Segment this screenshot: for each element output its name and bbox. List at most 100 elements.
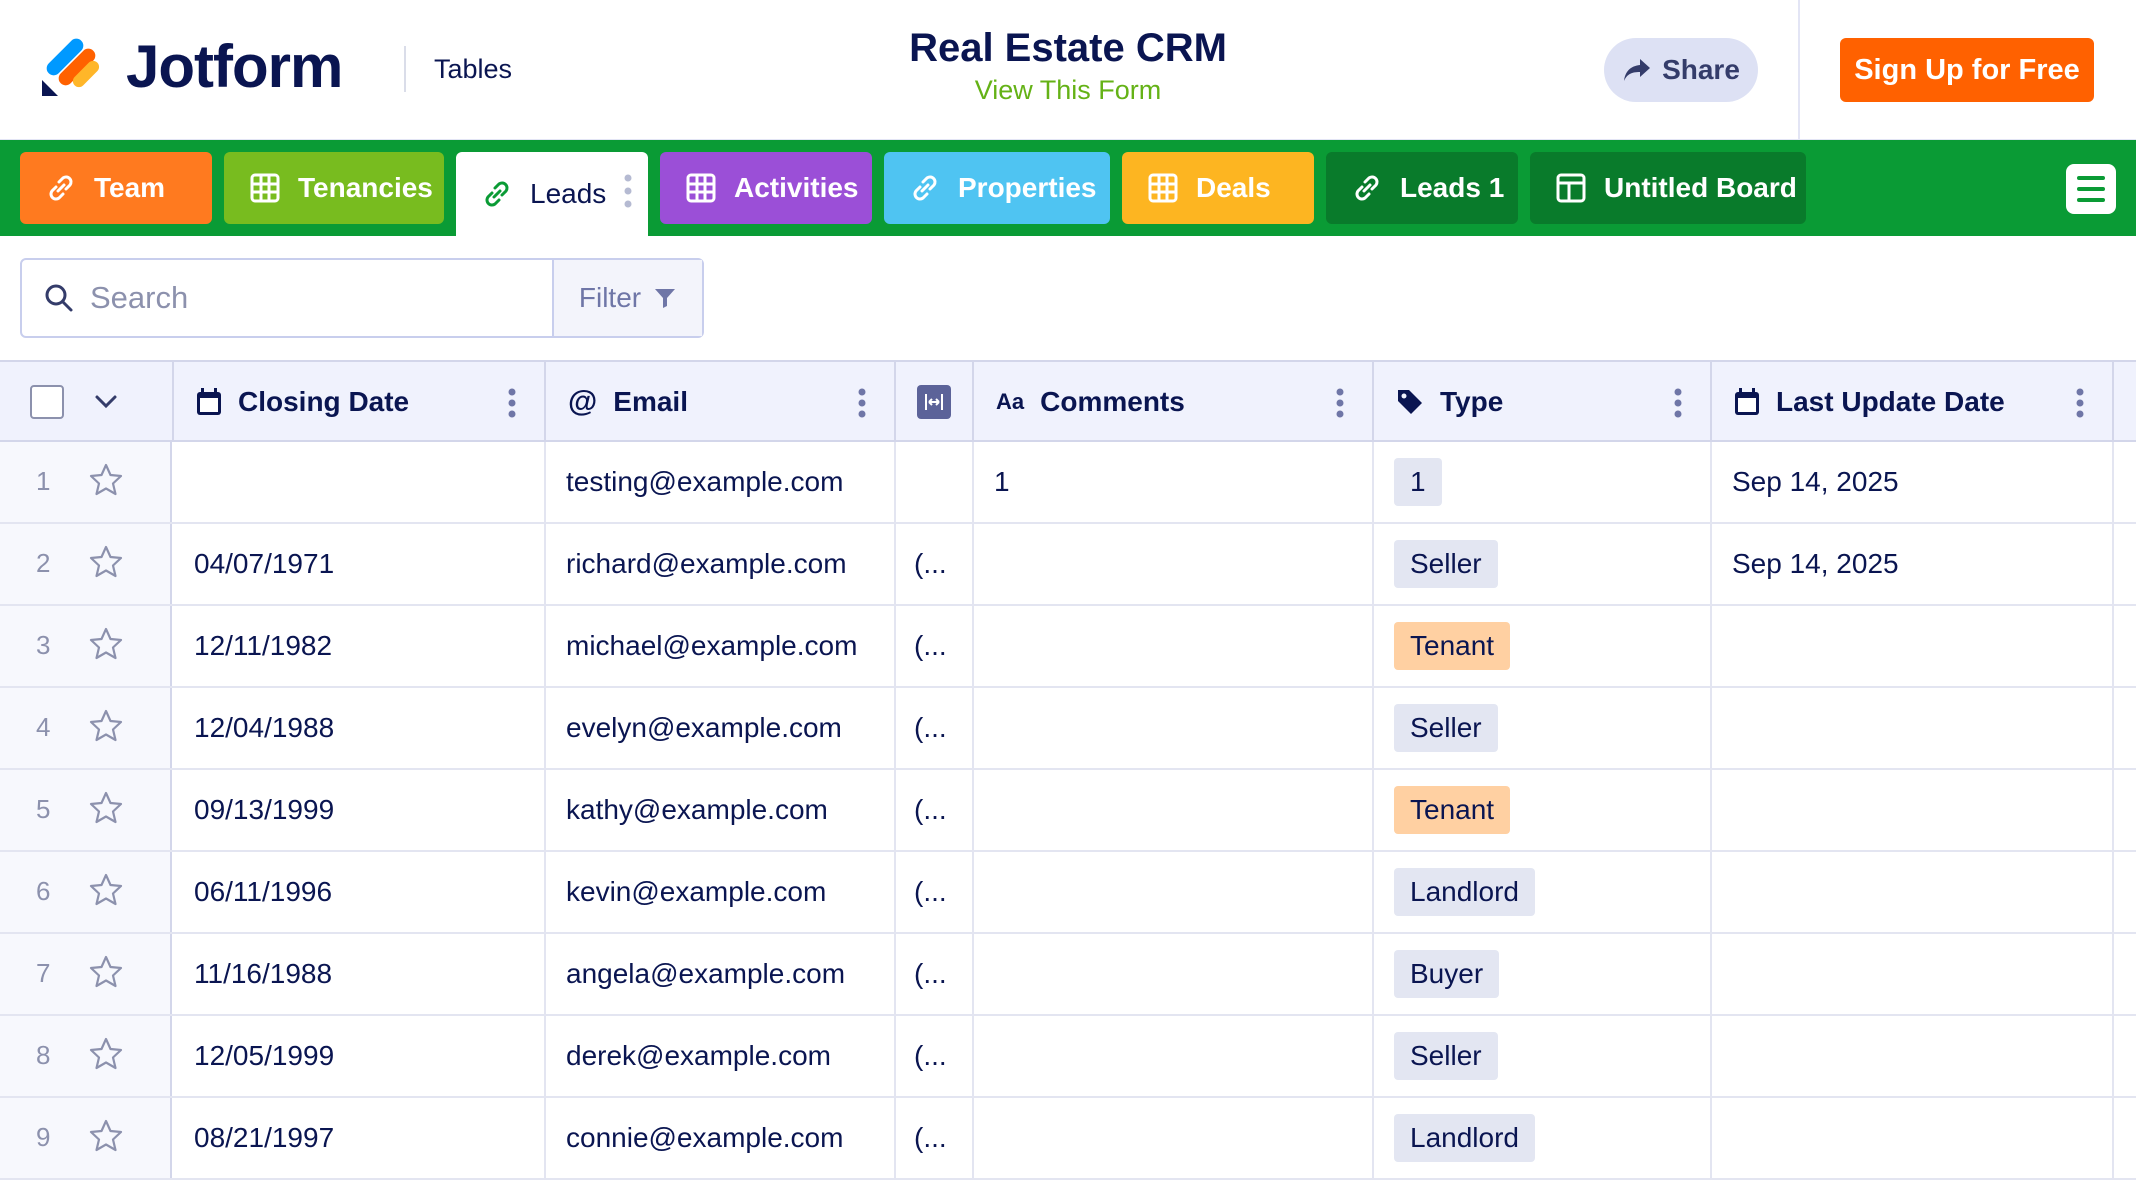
- star-icon[interactable]: [88, 708, 124, 749]
- table-row[interactable]: 8 12/05/1999 derek@example.com (... Seller: [0, 1016, 2136, 1098]
- table-row[interactable]: 3 12/11/1982 michael@example.com (... Tenant: [0, 606, 2136, 688]
- type-cell[interactable]: Seller: [1374, 524, 1712, 604]
- column-options-icon[interactable]: [1336, 388, 1344, 425]
- table-row[interactable]: 5 09/13/1999 kathy@example.com (... Tenant: [0, 770, 2136, 852]
- column-header-collapsed[interactable]: [896, 362, 974, 442]
- last-update-cell[interactable]: Sep 14, 2025: [1712, 524, 2114, 604]
- comments-cell[interactable]: [974, 606, 1374, 686]
- last-update-cell[interactable]: [1712, 770, 2114, 850]
- collapsed-cell[interactable]: (...: [896, 1098, 974, 1178]
- tab-leads-1[interactable]: Leads 1: [1326, 152, 1518, 224]
- last-update-cell[interactable]: [1712, 1016, 2114, 1096]
- type-cell[interactable]: Tenant: [1374, 606, 1712, 686]
- star-icon[interactable]: [88, 462, 124, 503]
- comments-cell[interactable]: [974, 852, 1374, 932]
- tab-team[interactable]: Team: [20, 152, 212, 224]
- last-update-cell[interactable]: [1712, 606, 2114, 686]
- menu-hamburger-icon[interactable]: [2066, 164, 2116, 214]
- email-cell[interactable]: connie@example.com: [546, 1098, 896, 1178]
- comments-cell[interactable]: [974, 1016, 1374, 1096]
- closing-date-cell[interactable]: [174, 442, 546, 522]
- star-icon[interactable]: [88, 626, 124, 667]
- star-icon[interactable]: [88, 872, 124, 913]
- table-row[interactable]: 7 11/16/1988 angela@example.com (... Buyer: [0, 934, 2136, 1016]
- email-cell[interactable]: michael@example.com: [546, 606, 896, 686]
- comments-cell[interactable]: 1: [974, 442, 1374, 522]
- column-options-icon[interactable]: [1674, 388, 1682, 425]
- collapsed-cell[interactable]: [896, 442, 974, 522]
- column-header-email[interactable]: @ Email: [546, 362, 896, 442]
- column-options-icon[interactable]: [858, 388, 866, 425]
- type-cell[interactable]: Tenant: [1374, 770, 1712, 850]
- type-cell[interactable]: Seller: [1374, 1016, 1712, 1096]
- share-button[interactable]: Share: [1604, 38, 1758, 102]
- collapsed-cell[interactable]: (...: [896, 852, 974, 932]
- search-field[interactable]: [22, 260, 552, 336]
- select-all-checkbox[interactable]: [30, 385, 64, 419]
- comments-cell[interactable]: [974, 934, 1374, 1014]
- sign-up-button[interactable]: Sign Up for Free: [1840, 38, 2094, 102]
- closing-date-cell[interactable]: 08/21/1997: [174, 1098, 546, 1178]
- collapsed-cell[interactable]: (...: [896, 934, 974, 1014]
- type-cell[interactable]: Buyer: [1374, 934, 1712, 1014]
- jotform-logo[interactable]: Jotform: [40, 32, 343, 101]
- last-update-cell[interactable]: [1712, 688, 2114, 768]
- comments-cell[interactable]: [974, 1098, 1374, 1178]
- column-header-closing-date[interactable]: Closing Date: [174, 362, 546, 442]
- table-row[interactable]: 6 06/11/1996 kevin@example.com (... Landlord: [0, 852, 2136, 934]
- table-row[interactable]: 1 testing@example.com 1 1 Sep 14, 2025: [0, 442, 2136, 524]
- type-cell[interactable]: Seller: [1374, 688, 1712, 768]
- column-header-last-update-date[interactable]: Last Update Date: [1712, 362, 2114, 442]
- email-cell[interactable]: derek@example.com: [546, 1016, 896, 1096]
- view-form-link[interactable]: View This Form: [974, 75, 1162, 105]
- column-options-icon[interactable]: [508, 388, 516, 425]
- filter-button[interactable]: Filter: [552, 260, 702, 336]
- tab-options-icon[interactable]: [624, 174, 632, 215]
- tab-properties[interactable]: Properties: [884, 152, 1110, 224]
- type-cell[interactable]: Landlord: [1374, 1098, 1712, 1178]
- last-update-cell[interactable]: [1712, 1098, 2114, 1178]
- collapsed-cell[interactable]: (...: [896, 606, 974, 686]
- closing-date-cell[interactable]: 12/11/1982: [174, 606, 546, 686]
- collapsed-cell[interactable]: (...: [896, 524, 974, 604]
- collapsed-cell[interactable]: (...: [896, 770, 974, 850]
- closing-date-cell[interactable]: 11/16/1988: [174, 934, 546, 1014]
- closing-date-cell[interactable]: 12/04/1988: [174, 688, 546, 768]
- star-icon[interactable]: [88, 544, 124, 585]
- star-icon[interactable]: [88, 954, 124, 995]
- column-header-comments[interactable]: Aa Comments: [974, 362, 1374, 442]
- collapsed-cell[interactable]: (...: [896, 1016, 974, 1096]
- collapsed-cell[interactable]: (...: [896, 688, 974, 768]
- email-cell[interactable]: evelyn@example.com: [546, 688, 896, 768]
- closing-date-cell[interactable]: 06/11/1996: [174, 852, 546, 932]
- tab-tenancies[interactable]: Tenancies: [224, 152, 444, 224]
- column-options-icon[interactable]: [2076, 388, 2084, 425]
- comments-cell[interactable]: [974, 688, 1374, 768]
- type-cell[interactable]: 1: [1374, 442, 1712, 522]
- email-cell[interactable]: kathy@example.com: [546, 770, 896, 850]
- star-icon[interactable]: [88, 1118, 124, 1159]
- email-cell[interactable]: kevin@example.com: [546, 852, 896, 932]
- expand-column-icon[interactable]: [917, 385, 951, 419]
- closing-date-cell[interactable]: 04/07/1971: [174, 524, 546, 604]
- email-cell[interactable]: testing@example.com: [546, 442, 896, 522]
- tab-untitled-board[interactable]: Untitled Board: [1530, 152, 1806, 224]
- chevron-down-icon[interactable]: [94, 394, 118, 410]
- last-update-cell[interactable]: [1712, 852, 2114, 932]
- tab-deals[interactable]: Deals: [1122, 152, 1314, 224]
- column-header-type[interactable]: Type: [1374, 362, 1712, 442]
- comments-cell[interactable]: [974, 524, 1374, 604]
- closing-date-cell[interactable]: 12/05/1999: [174, 1016, 546, 1096]
- type-cell[interactable]: Landlord: [1374, 852, 1712, 932]
- email-cell[interactable]: richard@example.com: [546, 524, 896, 604]
- last-update-cell[interactable]: [1712, 934, 2114, 1014]
- star-icon[interactable]: [88, 1036, 124, 1077]
- closing-date-cell[interactable]: 09/13/1999: [174, 770, 546, 850]
- email-cell[interactable]: angela@example.com: [546, 934, 896, 1014]
- search-input[interactable]: [90, 280, 530, 316]
- table-row[interactable]: 2 04/07/1971 richard@example.com (... Seller…: [0, 524, 2136, 606]
- tab-activities[interactable]: Activities: [660, 152, 872, 224]
- last-update-cell[interactable]: Sep 14, 2025: [1712, 442, 2114, 522]
- comments-cell[interactable]: [974, 770, 1374, 850]
- table-row[interactable]: 9 08/21/1997 connie@example.com (... Landlor…: [0, 1098, 2136, 1180]
